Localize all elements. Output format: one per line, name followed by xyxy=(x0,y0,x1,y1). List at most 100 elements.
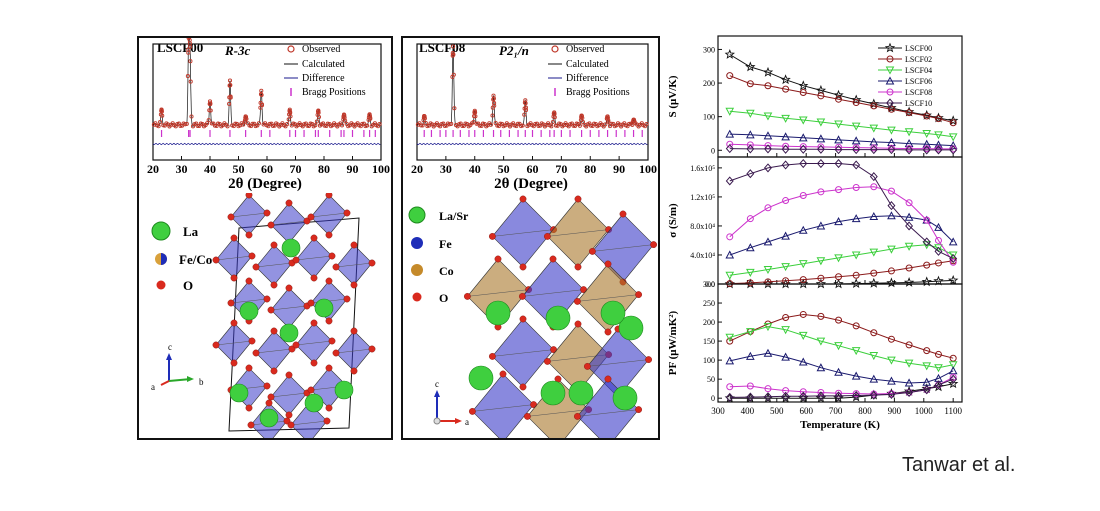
data-point-LSCF08 xyxy=(852,183,860,191)
data-point-LSCF08 xyxy=(782,197,790,205)
xrd-plot-area xyxy=(415,43,649,161)
y-tick-label: 8.0x10⁴ xyxy=(690,222,715,231)
oxygen-atom xyxy=(350,367,358,375)
oxygen-atom xyxy=(588,248,596,255)
legend-marker xyxy=(886,88,894,96)
x-axis-label: Temperature (K) xyxy=(800,419,880,431)
b-axis-dot xyxy=(433,417,441,425)
observed-point xyxy=(471,119,476,125)
observed-point xyxy=(160,113,165,118)
legend-label-LSCF06: LSCF06 xyxy=(905,77,932,86)
data-point-LSCF08 xyxy=(726,140,734,148)
oxygen-atom xyxy=(635,291,643,299)
te-panel-1: 0.0 4.0x10⁴ 8.0x10⁴ 1.2x10⁵ 1.6x10⁵ σ (S/m) xyxy=(667,156,963,289)
observed-point xyxy=(270,123,276,129)
data-point-LSCF08 xyxy=(799,388,807,396)
observed-point xyxy=(188,79,193,84)
data-point-LSCF08 xyxy=(782,387,790,395)
data-point-LSCF10 xyxy=(764,392,772,402)
data-point-LSCF04 xyxy=(869,248,879,257)
fe-co-atom-half xyxy=(161,253,167,265)
data-point-LSCF02 xyxy=(852,99,860,107)
data-point-LSCF10 xyxy=(781,160,790,170)
data-point-LSCF10 xyxy=(905,221,914,231)
y-tick-label: 200 xyxy=(703,318,715,327)
data-point-LSCF04 xyxy=(798,260,808,269)
data-point-LSCF06 xyxy=(746,243,755,252)
data-point-LSCF04 xyxy=(887,356,896,365)
data-point-LSCF10 xyxy=(746,392,755,402)
data-point-LSCF02 xyxy=(817,92,825,100)
observed-point xyxy=(451,72,456,77)
oxygen-atom xyxy=(227,299,235,307)
observed-point xyxy=(473,114,478,119)
oxygen-atom xyxy=(307,386,315,394)
legend-marker xyxy=(886,98,894,108)
observed-point xyxy=(553,123,559,128)
data-point-LSCF06 xyxy=(798,225,808,234)
data-point-LSCF10 xyxy=(764,144,772,154)
observed-point xyxy=(492,101,497,106)
data-point-LSCF02 xyxy=(934,350,942,358)
oxygen-atom xyxy=(343,295,351,303)
oxygen-atom xyxy=(245,404,253,412)
xrd-x-tick-label: 40 xyxy=(204,162,216,176)
data-point-LSCF08 xyxy=(852,390,860,398)
la-sr-atom xyxy=(540,380,566,406)
oxygen-atom xyxy=(519,195,527,203)
data-point-LSCF02 xyxy=(923,347,931,355)
data-point-LSCF04 xyxy=(904,128,914,137)
observed-point xyxy=(159,107,164,112)
a-axis-arrow xyxy=(160,380,170,386)
oxygen-atom xyxy=(489,352,496,360)
data-point-LSCF08 xyxy=(852,144,860,152)
data-point-LSCF10 xyxy=(869,145,878,155)
data-point-LSCF10 xyxy=(869,390,878,400)
data-point-LSCF10 xyxy=(781,391,790,401)
data-point-LSCF02 xyxy=(949,119,957,127)
la-sr-atom xyxy=(468,365,494,391)
oxygen-atom xyxy=(645,356,653,364)
oxygen-atom xyxy=(248,252,256,260)
lscf00-panel: LSCF00 R-3c Observed Calculated Differen… xyxy=(137,36,393,440)
oxygen-atom xyxy=(604,375,612,383)
data-point-LSCF04 xyxy=(816,118,826,127)
oxygen-atom xyxy=(248,337,256,345)
data-point-LSCF06 xyxy=(904,378,914,387)
data-point-LSCF00 xyxy=(921,383,932,394)
legend-difference: Difference xyxy=(566,73,609,84)
data-point-LSCF08 xyxy=(746,215,754,223)
data-point-LSCF06 xyxy=(851,136,861,145)
data-point-LSCF10 xyxy=(799,158,808,169)
oxygen-atom xyxy=(574,195,582,203)
data-point-LSCF06 xyxy=(798,357,808,366)
oxygen-atom xyxy=(519,383,527,391)
observed-point xyxy=(188,59,193,64)
oxygen-atom xyxy=(619,210,627,218)
oxygen-atom xyxy=(332,349,340,357)
observed-point xyxy=(603,122,608,127)
oxygen-atom xyxy=(325,231,333,239)
oxygen-atom xyxy=(310,319,318,327)
data-point-LSCF10 xyxy=(905,387,914,398)
data-point-LSCF04 xyxy=(948,251,958,260)
octahedron-edge xyxy=(527,409,589,417)
oxygen-atom xyxy=(245,277,253,285)
la-sr-atom xyxy=(618,315,644,341)
observed-point xyxy=(156,124,161,129)
data-point-LSCF04 xyxy=(922,129,932,139)
xrd-x-tick-label: 80 xyxy=(318,162,330,176)
observed-point xyxy=(316,114,322,120)
oxygen-atom xyxy=(573,412,581,420)
data-point-LSCF06 xyxy=(816,363,826,372)
observed-point xyxy=(605,115,610,120)
data-point-LSCF00 xyxy=(903,385,915,396)
data-point-LSCF02 xyxy=(887,335,895,343)
oxygen-atom xyxy=(285,371,293,379)
data-point-LSCF04 xyxy=(798,116,808,125)
observed-point xyxy=(451,44,456,49)
data-point-LSCF06 xyxy=(816,134,826,143)
oxygen-atom xyxy=(325,364,333,372)
data-point-LSCF00 xyxy=(903,106,915,117)
observed-point xyxy=(207,99,213,104)
